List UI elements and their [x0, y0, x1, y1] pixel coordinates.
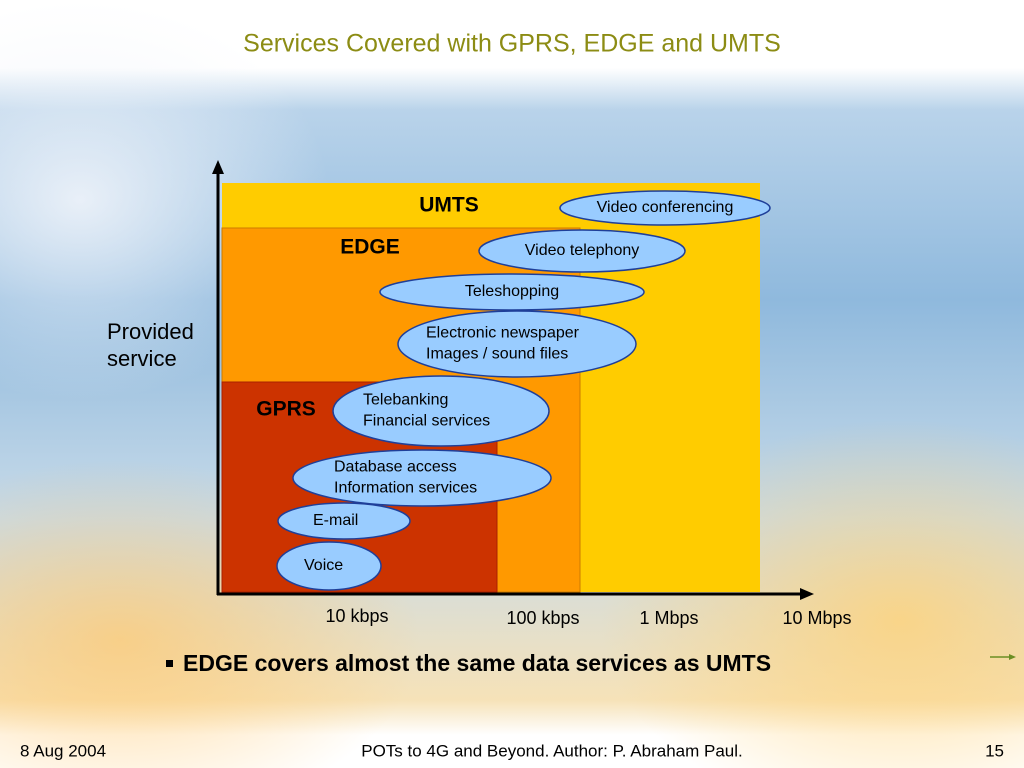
service-label: Video conferencing: [597, 199, 734, 216]
service-label: Video telephony: [525, 242, 639, 259]
service-bubble: [397, 310, 637, 378]
service-label: Voice: [304, 557, 343, 574]
service-label: Financial services: [363, 413, 490, 430]
y-axis-arrow: [212, 160, 224, 174]
footer-center: POTs to 4G and Beyond. Author: P. Abraha…: [361, 741, 742, 760]
service-label: Information services: [334, 480, 477, 497]
bullet-marker: [166, 660, 173, 667]
service-bubble: [292, 449, 552, 507]
y-axis-label: service: [107, 346, 177, 371]
y-axis-label: Provided: [107, 319, 194, 344]
region-label: UMTS: [419, 194, 479, 217]
bullet-text: EDGE covers almost the same data service…: [183, 650, 771, 676]
x-axis-label: 10 kbps: [325, 606, 388, 626]
service-bubble: [332, 375, 550, 447]
service-bubble: [277, 502, 411, 540]
slide-title: Services Covered with GPRS, EDGE and UMT…: [243, 30, 781, 58]
service-bubble: [276, 541, 382, 591]
service-bubble: [379, 273, 645, 311]
service-label: Electronic newspaper: [426, 325, 580, 342]
service-bubble: [478, 229, 686, 273]
x-axis-label: 100 kbps: [506, 608, 579, 628]
region-label: EDGE: [340, 236, 400, 259]
footer-date: 8 Aug 2004: [20, 741, 106, 760]
service-label: E-mail: [313, 512, 358, 529]
nav-arrow-head: [1009, 654, 1016, 660]
service-label: Teleshopping: [465, 283, 559, 300]
x-axis-label: 1 Mbps: [639, 608, 698, 628]
service-label: Database access: [334, 459, 457, 476]
service-label: Telebanking: [363, 392, 448, 409]
service-label: Images / sound files: [426, 346, 568, 363]
x-axis-label: 10 Mbps: [782, 608, 851, 628]
x-axis-arrow: [800, 588, 814, 600]
region-label: GPRS: [256, 398, 316, 421]
footer-page: 15: [985, 741, 1004, 760]
service-bubble: [559, 190, 771, 226]
